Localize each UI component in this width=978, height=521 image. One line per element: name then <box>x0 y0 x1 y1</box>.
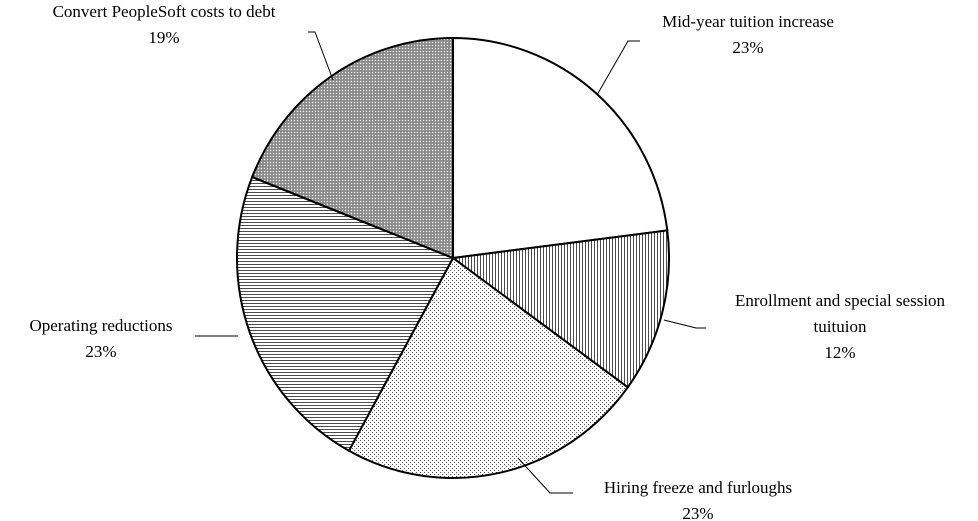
slice-name-label: Convert PeopleSoft costs to debt <box>53 2 276 21</box>
slice-name-label: Mid-year tuition increase <box>662 12 834 31</box>
slice-value-label: 23% <box>682 504 713 521</box>
slice-value-label: 23% <box>732 38 763 57</box>
slice-label-4: Operating reductions 23% <box>29 316 172 361</box>
leader-line-3 <box>517 457 573 494</box>
slice-label-2: Enrollment and special session tuituion 12… <box>735 291 946 362</box>
pie-slice-3 <box>347 256 630 480</box>
leader-line-1 <box>596 40 640 96</box>
pie-slice-1 <box>452 36 669 260</box>
slice-label-5: Convert PeopleSoft costs to debt 19% <box>53 2 276 47</box>
slice-label-1: Mid-year tuition increase 23% <box>662 12 834 57</box>
leader-line-2 <box>663 319 706 329</box>
pie-slice-4 <box>236 175 455 453</box>
slice-name-label: tuituion <box>814 317 867 336</box>
slice-name-label: Operating reductions <box>29 316 172 335</box>
slice-name-label: Hiring freeze and furloughs <box>604 478 792 497</box>
slice-label-3: Hiring freeze and furloughs 23% <box>604 478 792 521</box>
leader-line-5 <box>308 31 334 81</box>
slice-value-label: 12% <box>824 343 855 362</box>
slice-value-label: 23% <box>85 342 116 361</box>
slice-name-label: Enrollment and special session <box>735 291 946 310</box>
pie-slice-2 <box>450 229 670 389</box>
slice-value-label: 19% <box>148 28 179 47</box>
